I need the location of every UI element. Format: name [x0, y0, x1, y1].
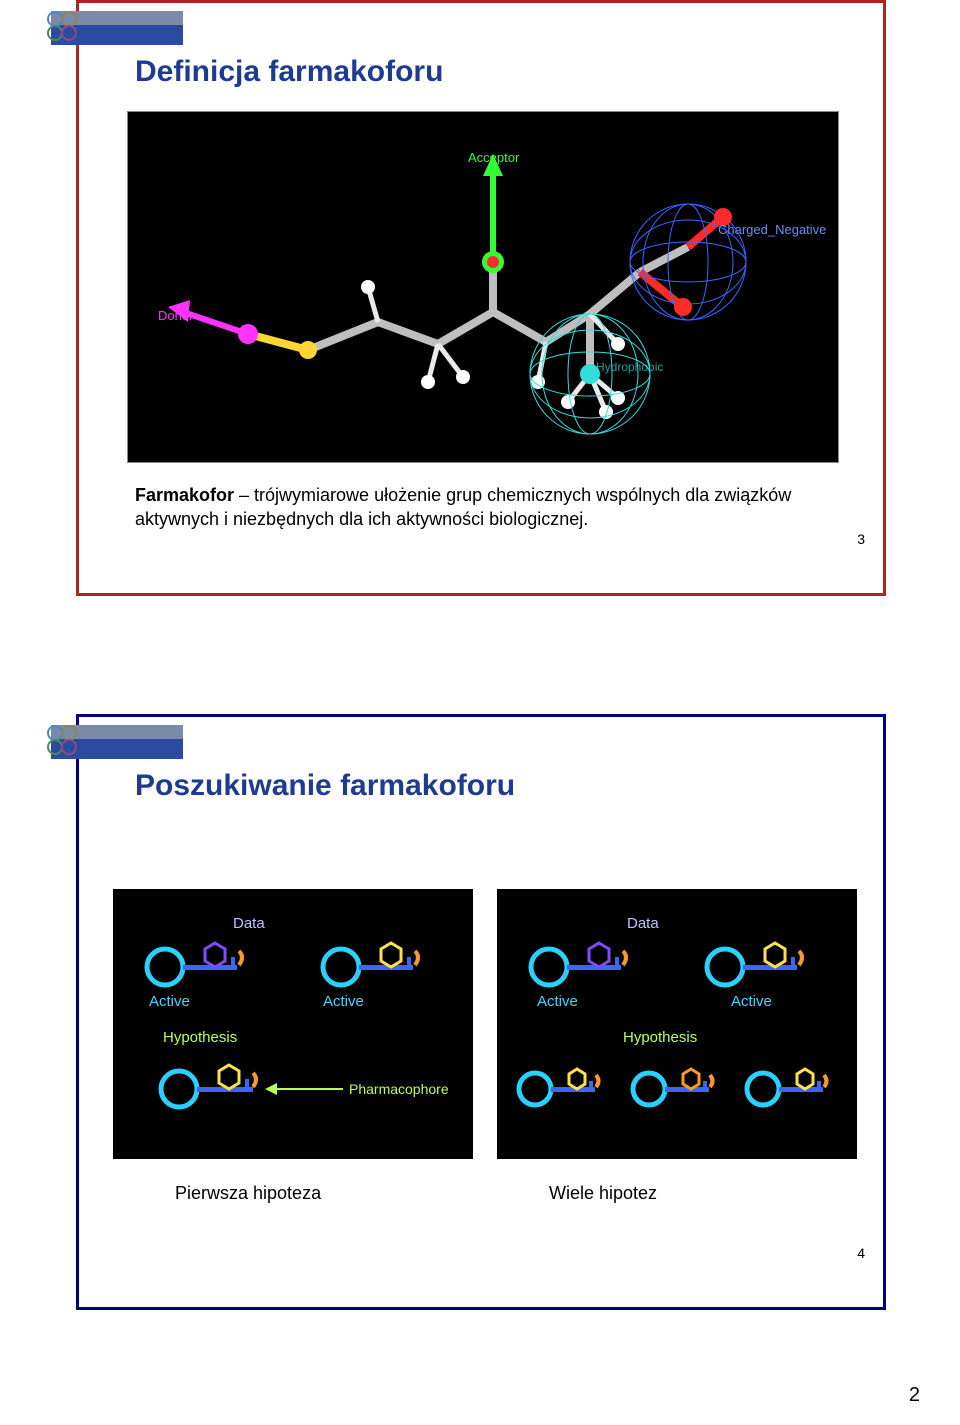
- label-active: Active: [323, 993, 364, 1010]
- slide-2: Poszukiwanie farmakoforu: [76, 714, 886, 1310]
- slide-caption: Farmakofor – trójwymiarowe ułożenie grup…: [135, 483, 835, 532]
- label-data: Data: [233, 915, 265, 932]
- feature-label-donor: Donor: [158, 308, 193, 323]
- label-active: Active: [731, 993, 772, 1010]
- panel-a-caption: Pierwsza hipoteza: [175, 1183, 321, 1204]
- page: Definicja farmakoforu: [0, 0, 960, 1425]
- label-hypothesis: Hypothesis: [163, 1029, 237, 1046]
- pharmacophore-figure: Acceptor Donor Charged_Negative Hydropho…: [127, 111, 839, 463]
- caption-bold: Farmakofor: [135, 485, 234, 505]
- logo-icon: [45, 9, 81, 45]
- label-pharmacophore: Pharmacophore: [349, 1081, 449, 1097]
- feature-label-hydrophobic: Hydrophobic: [596, 360, 663, 374]
- panel-many-hypotheses: Data Active Active Hypothesis: [497, 889, 857, 1159]
- slide-title: Poszukiwanie farmakoforu: [135, 769, 515, 803]
- document-page-number: 2: [909, 1384, 920, 1407]
- logo-icon: [45, 723, 81, 759]
- feature-label-charged-negative: Charged_Negative: [718, 222, 826, 237]
- label-active: Active: [537, 993, 578, 1010]
- label-active: Active: [149, 993, 190, 1010]
- label-hypothesis: Hypothesis: [623, 1029, 697, 1046]
- slide-page-number: 3: [857, 531, 865, 547]
- slide-title: Definicja farmakoforu: [135, 55, 443, 89]
- slide-page-number: 4: [857, 1245, 865, 1261]
- panel-b-caption: Wiele hipotez: [549, 1183, 657, 1204]
- label-data: Data: [627, 915, 659, 932]
- slide-1: Definicja farmakoforu: [76, 0, 886, 596]
- feature-label-acceptor: Acceptor: [468, 150, 519, 165]
- caption-text: – trójwymiarowe ułożenie grup chemicznyc…: [135, 485, 791, 529]
- panel-first-hypothesis: Data Active Active Hypothesis Pharmacoph…: [113, 889, 473, 1159]
